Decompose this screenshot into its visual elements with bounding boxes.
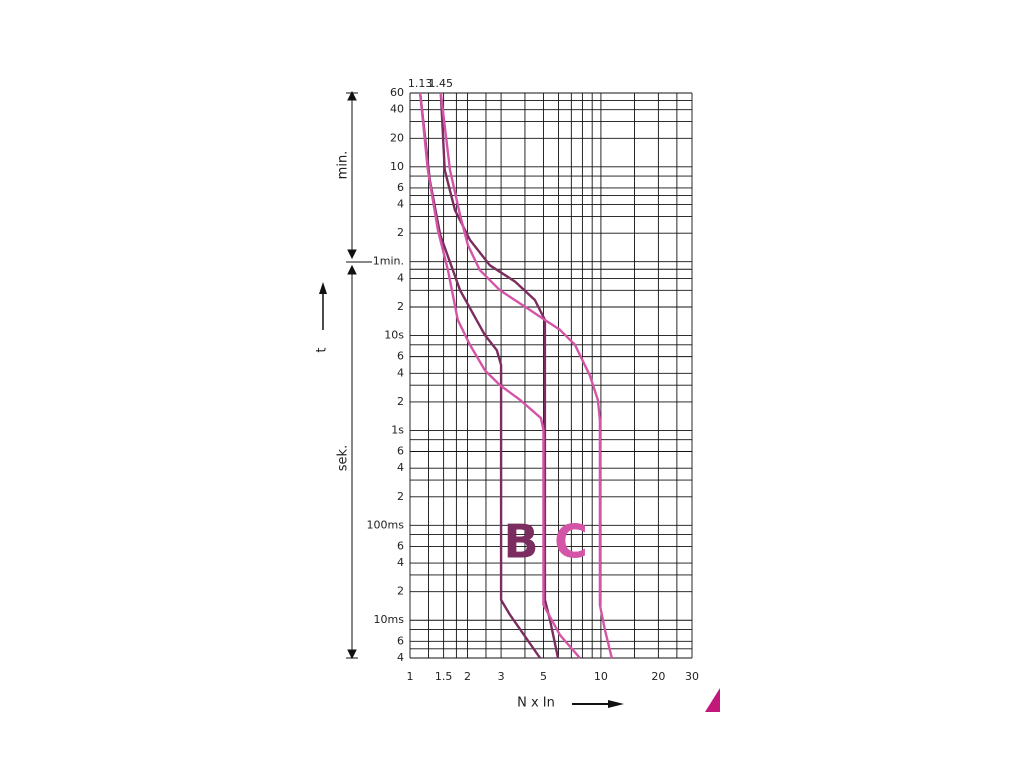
curve	[439, 92, 613, 659]
y-tick-label: 2	[397, 395, 404, 408]
x-axis-label: N x In	[517, 696, 555, 711]
y-tick-label: 4	[397, 651, 404, 664]
x-arrow	[572, 700, 624, 708]
y-tick-label: 6	[397, 350, 404, 363]
y-tick-label: 10	[390, 160, 404, 173]
y-tick-label: 4	[397, 271, 404, 284]
x-tick-label: 1.5	[435, 670, 453, 683]
y-tick-label: 6	[397, 445, 404, 458]
y-tick-label: 4	[397, 461, 404, 474]
y-group-label: min.	[336, 151, 351, 180]
y-tick-label: 2	[397, 226, 404, 239]
x-tick-label: 5	[540, 670, 547, 683]
y-tick-label: 4	[397, 198, 404, 211]
y-axis-label: t	[315, 347, 330, 352]
y-tick-label: 2	[397, 300, 404, 313]
y-tick-label: 4	[397, 366, 404, 379]
y-tick-label: 10s	[384, 329, 404, 342]
x-tick-label: 10	[594, 670, 608, 683]
y-bracket	[346, 90, 372, 660]
curve	[439, 92, 560, 659]
y-tick-label: 60	[390, 86, 404, 99]
curve	[418, 92, 542, 659]
y-tick-label: 6	[397, 539, 404, 552]
x-tick-label: 30	[685, 670, 699, 683]
annotation: 1.13	[408, 77, 433, 90]
curve-label: B	[503, 515, 538, 569]
y-tick-label: 100ms	[367, 518, 405, 531]
y-tick-label: 4	[397, 556, 404, 569]
y-tick-label: 6	[397, 181, 404, 194]
corner-mark	[705, 688, 720, 712]
y-tick-label: 20	[390, 131, 404, 144]
y-tick-label: 2	[397, 490, 404, 503]
y-tick-label: 2	[397, 585, 404, 598]
x-tick-label: 2	[464, 670, 471, 683]
y-tick-label: 10ms	[374, 613, 405, 626]
x-tick-label: 3	[498, 670, 505, 683]
y-tick-label: 6	[397, 634, 404, 647]
y-tick-label: 1s	[391, 423, 404, 436]
curve-label: C	[554, 515, 588, 569]
y-tick-label: 40	[390, 103, 404, 116]
y-arrow	[319, 282, 327, 330]
y-tick-label: 1min.	[373, 255, 404, 268]
y-group-label: sek.	[336, 445, 351, 471]
x-tick-label: 1	[407, 670, 414, 683]
annotation: 1.45	[429, 77, 454, 90]
curve	[418, 92, 581, 659]
x-tick-label: 20	[651, 670, 665, 683]
